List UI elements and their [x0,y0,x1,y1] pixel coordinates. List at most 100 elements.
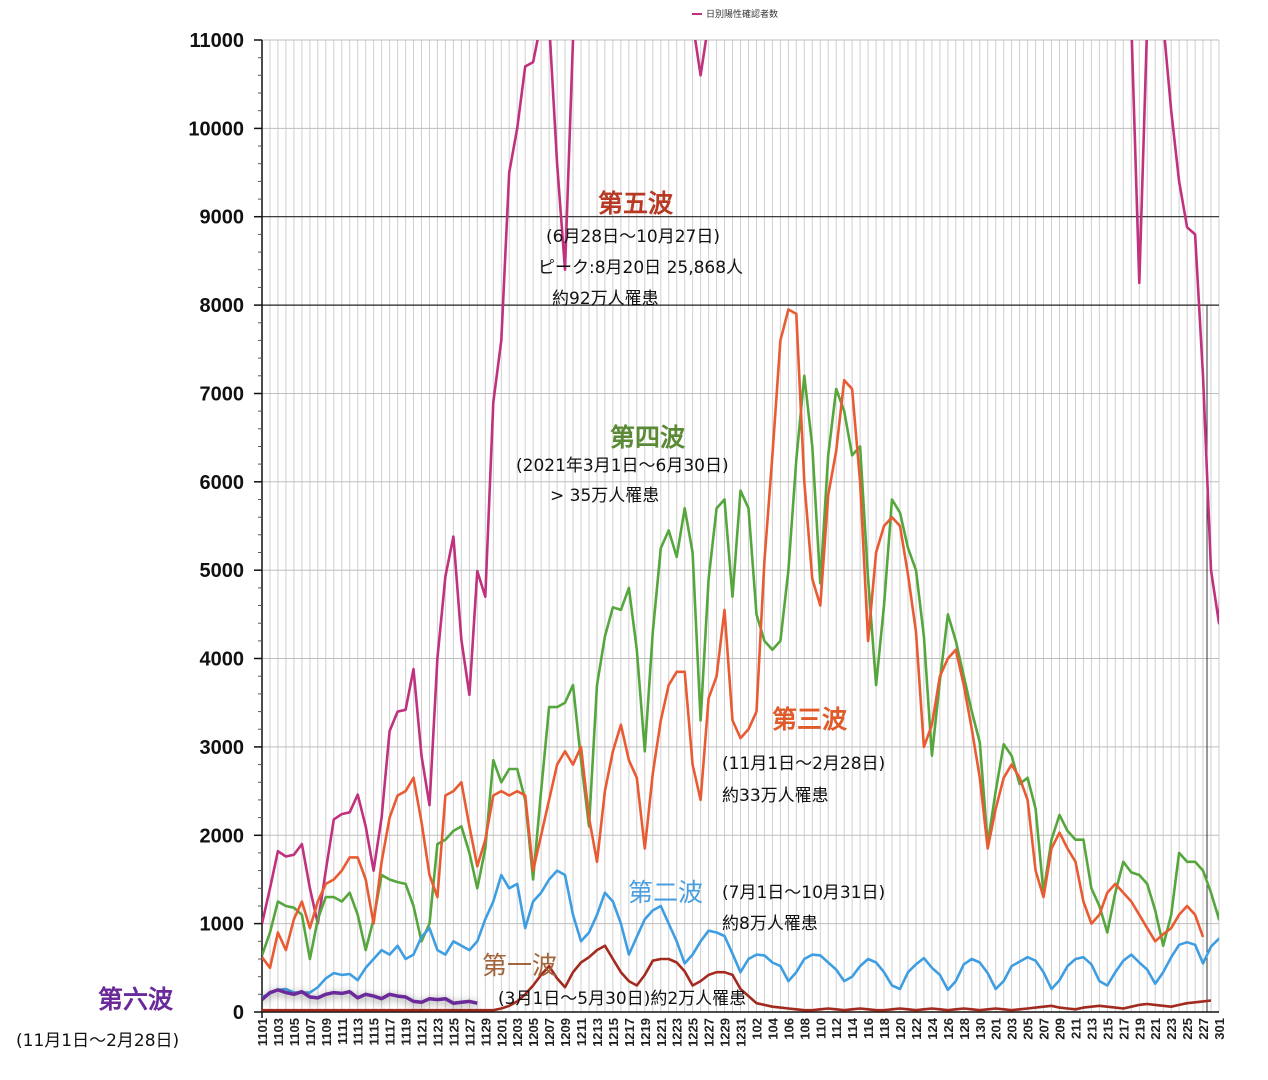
x-tick-label: 207 [1037,1018,1052,1040]
x-tick-label: 1101 [255,1018,270,1046]
wave6-title: 第六波 [98,985,174,1014]
x-tick-label: 1207 [542,1018,557,1047]
x-tick-label: 1107 [303,1018,318,1046]
wave3-total: 約33万人罹患 [722,786,829,806]
x-tick-label: 215 [1100,1018,1115,1040]
series-line-wave4 [262,374,1219,961]
x-tick-label: 219 [1132,1018,1147,1040]
wave3-period: (11月1日〜2月28日) [722,754,885,774]
x-tick-label: 114 [845,1017,860,1039]
series-lines [262,40,1219,1012]
x-tick-label: 1215 [606,1018,621,1047]
x-tick-label: 1125 [446,1018,461,1046]
y-tick-label: 6000 [200,472,245,494]
y-tick-label: 7000 [200,384,245,406]
x-tick-label: 1129 [478,1018,493,1046]
x-tick-label: 116 [861,1018,876,1039]
x-tick-label: 209 [1053,1018,1068,1040]
x-tick-label: 126 [941,1018,956,1040]
y-tick-label: 11000 [189,30,244,52]
x-tick-label: 112 [829,1018,844,1039]
annotation-wave4: 第四波 (2021年3月1日〜6月30日) > 35万人罹患 [516,423,729,506]
wave5-period: (6月28日〜10月27日) [546,227,720,247]
x-tick-label: 104 [765,1017,780,1039]
annotation-wave5: 第五波 (6月28日〜10月27日) ピーク:8月20日 25,868人 約92… [538,189,743,309]
x-tick-label: 1127 [462,1018,477,1046]
x-tick-label: 1111 [335,1018,350,1045]
x-tick-label: 1223 [670,1018,685,1047]
x-tick-label: 122 [909,1018,924,1040]
annotation-wave2: 第二波 (7月1日〜10月31日) 約8万人罹患 [628,878,885,934]
x-tick-label: 1225 [686,1018,701,1047]
x-tick-label: 106 [781,1018,796,1040]
x-tick-label: 217 [1116,1018,1131,1040]
wave4-total: > 35万人罹患 [550,486,659,506]
y-tick-label: 8000 [200,295,245,317]
x-tick-label: 1219 [638,1018,653,1047]
series-group [262,40,1219,1012]
x-tick-label: 1115 [367,1018,382,1046]
x-tick-label: 203 [1005,1018,1020,1040]
x-tick-label: 227 [1196,1018,1211,1040]
x-tick-label: 1117 [383,1018,398,1046]
x-tick-label: 1221 [654,1018,669,1047]
x-tick-label: 1123 [430,1018,445,1046]
wave6-period: (11月1日〜2月28日) [16,1031,179,1051]
x-tick-label: 1227 [702,1018,717,1047]
annotation-wave1: 第一波 (3月1日〜5月30日)約2万人罹患 [482,951,746,1009]
wave2-period: (7月1日〜10月31日) [722,883,885,903]
x-tick-label: 120 [893,1018,908,1040]
y-tick-label: 10000 [188,118,244,140]
wave1-period-total: (3月1日〜5月30日)約2万人罹患 [498,989,746,1009]
x-tick-label: 213 [1084,1018,1099,1040]
y-tick-label: 1000 [200,914,245,936]
series-line-wave2 [262,869,1219,999]
y-tick-label: 5000 [200,560,245,582]
x-tick-label: 1209 [558,1018,573,1047]
series-line-wave1 [262,944,1212,1012]
x-tick-label: 1201 [494,1018,509,1047]
wave1-title: 第一波 [482,951,557,980]
x-tick-label: 130 [973,1018,988,1040]
x-tick-label: 1119 [399,1018,414,1046]
x-tick-label: 1105 [287,1018,302,1046]
wave4-period: (2021年3月1日〜6月30日) [516,456,729,476]
x-tick-label: 1205 [526,1018,541,1047]
x-tick-label: 1229 [718,1018,733,1047]
y-tick-label: 3000 [200,737,245,759]
series-line-wave5 [262,40,1219,925]
annotation-wave6: 第六波 (11月1日〜2月28日) [16,985,179,1051]
x-tick-label: 102 [750,1018,765,1040]
annotation-wave3: 第三波 (11月1日〜2月28日) 約33万人罹患 [722,705,885,806]
legend-label: 日別陽性確認者数 [706,8,778,20]
y-tick-label: 2000 [200,825,245,847]
x-tick-label: 211 [1069,1018,1084,1039]
series-line-wave6 [262,988,478,1005]
wave5-total: 約92万人罹患 [552,289,659,309]
x-tick-label: 118 [877,1018,892,1039]
wave2-title: 第二波 [628,878,703,907]
x-tick-label: 221 [1148,1018,1163,1040]
x-tick-label: 110 [813,1018,828,1039]
y-tick-label: 0 [233,1002,244,1024]
y-tick-label: 4000 [200,649,245,671]
legend: 日別陽性確認者数 [692,8,778,20]
x-tick-label: 1211 [574,1018,589,1046]
x-tick-label: 1121 [415,1018,430,1046]
x-axis: 1101 1103 1105 1107 1109 1111 1113 1115 1117 1119… [255,1011,1227,1047]
series-line-wave3 [262,308,1205,970]
x-tick-label: 1231 [734,1018,749,1047]
x-tick-label: 1213 [590,1018,605,1047]
y-axis: 0 1000 2000 3000 4000 5000 6000 7000 8000 9000 100… [188,30,263,1024]
wave4-title: 第四波 [610,423,686,452]
x-tick-label: 225 [1180,1018,1195,1040]
wave5-title: 第五波 [598,189,674,218]
wave3-title: 第三波 [772,705,848,734]
wave2-total: 約8万人罹患 [722,914,818,934]
x-tick-label: 1113 [351,1018,366,1046]
x-tick-label: 128 [957,1018,972,1040]
x-tick-label: 201 [989,1018,1004,1040]
wave5-peak: ピーク:8月20日 25,868人 [538,258,743,278]
x-tick-label: 1203 [510,1018,525,1047]
